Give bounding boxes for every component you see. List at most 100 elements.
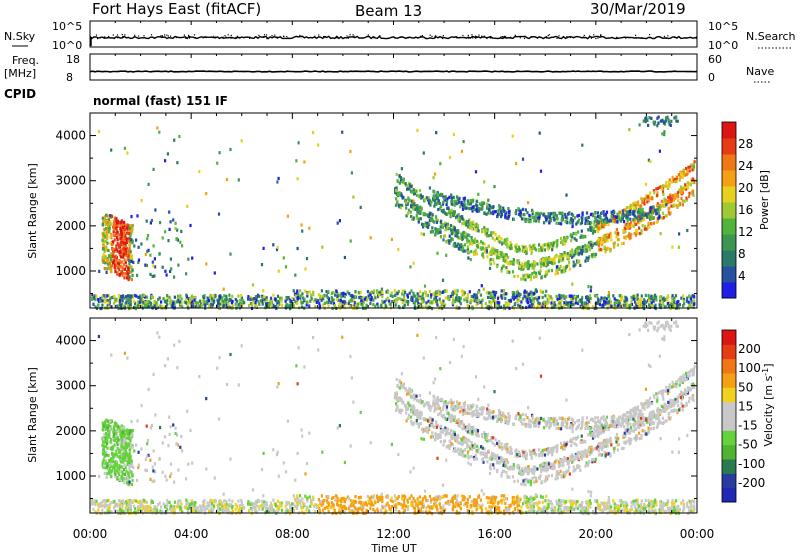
velocity-cell — [191, 462, 193, 465]
power-cell — [154, 208, 156, 211]
power-cell — [468, 234, 470, 237]
power-cell — [338, 303, 340, 306]
power-cell — [689, 165, 691, 168]
power-cell — [262, 289, 264, 292]
power-cell — [505, 292, 507, 295]
colorbar-segment — [722, 266, 736, 283]
power-cell — [611, 211, 613, 214]
power-cell — [555, 272, 557, 275]
power-cell — [563, 251, 565, 254]
power-cell — [388, 300, 390, 303]
station-title: Fort Hays East (fitACF) — [92, 0, 261, 18]
power-cell — [617, 243, 619, 246]
power-cell — [560, 294, 562, 297]
power-cell — [616, 216, 618, 219]
power-cell — [466, 238, 468, 241]
power-cell — [597, 211, 599, 214]
velocity-cell — [118, 468, 120, 471]
power-cell — [600, 248, 602, 251]
power-cell — [476, 244, 478, 247]
power-cell — [597, 230, 599, 233]
power-cell — [551, 262, 553, 265]
power-cell — [451, 197, 453, 200]
power-cell — [610, 235, 612, 238]
power-cell — [581, 303, 583, 306]
nsearch-dot — [443, 35, 444, 36]
power-cell — [624, 214, 626, 217]
power-cell — [467, 245, 469, 248]
power-cell — [624, 300, 626, 303]
power-cell — [542, 258, 544, 261]
power-cell — [446, 290, 448, 293]
nsearch-dot — [423, 36, 424, 37]
colorbar-segment — [722, 282, 736, 299]
nsearch-dot — [510, 37, 511, 38]
power-cell — [148, 183, 150, 186]
velocity-cell — [164, 475, 166, 478]
power-cell — [198, 170, 200, 173]
nsearch-dot — [379, 35, 380, 36]
power-cell — [103, 219, 105, 222]
velocity-cell — [130, 458, 132, 461]
power-cell — [520, 278, 522, 281]
velocity-cell — [166, 504, 168, 507]
power-cell — [102, 256, 104, 259]
power-cell — [445, 212, 447, 215]
power-cell — [524, 274, 526, 277]
nsearch-dot — [591, 38, 592, 39]
power-cell — [391, 238, 393, 241]
power-cell — [360, 297, 362, 300]
power-cell — [533, 271, 535, 274]
power-cell — [352, 196, 354, 199]
power-cell — [628, 225, 630, 228]
power-cell — [689, 169, 691, 172]
power-cell — [351, 171, 353, 174]
power-cell — [458, 197, 460, 200]
power-cell — [407, 184, 409, 187]
power-cell — [415, 190, 417, 193]
power-cell — [387, 291, 389, 294]
power-cell — [139, 298, 141, 301]
power-cell — [656, 124, 658, 127]
power-cell — [154, 257, 156, 260]
nsearch-tick-bottom: 10^0 — [708, 39, 738, 52]
power-cell — [663, 216, 665, 219]
power-cell — [399, 182, 401, 185]
power-cell — [639, 215, 641, 218]
velocity-cell — [547, 499, 549, 502]
power-cell — [540, 262, 542, 265]
power-cell — [661, 301, 663, 304]
power-cell — [558, 268, 560, 271]
power-cell — [176, 161, 178, 164]
power-cell — [574, 237, 576, 240]
power-cell — [413, 216, 415, 219]
power-cell — [340, 295, 342, 298]
power-cell — [542, 262, 544, 265]
power-cell — [395, 304, 397, 307]
nsearch-dot — [151, 34, 152, 35]
power-cell — [396, 201, 398, 204]
power-cell — [368, 294, 370, 297]
power-cell — [405, 206, 407, 209]
power-cell — [437, 232, 439, 235]
velocity-cell — [164, 435, 166, 438]
nsearch-dot — [266, 34, 267, 35]
power-cell — [445, 228, 447, 231]
power-cell — [541, 249, 543, 252]
power-cell — [599, 303, 601, 306]
power-cell — [470, 202, 472, 205]
power-cell — [113, 220, 115, 223]
power-cell — [248, 304, 250, 307]
power-cell — [163, 297, 165, 300]
power-cell — [130, 215, 132, 218]
nsearch-dot — [430, 35, 431, 36]
power-cell — [561, 299, 563, 302]
power-cell — [394, 294, 396, 297]
power-cell — [663, 198, 665, 201]
power-cell — [170, 258, 172, 261]
power-cell — [576, 295, 578, 298]
power-cell — [594, 242, 596, 245]
power-cell — [297, 293, 299, 296]
power-cell — [540, 212, 542, 215]
